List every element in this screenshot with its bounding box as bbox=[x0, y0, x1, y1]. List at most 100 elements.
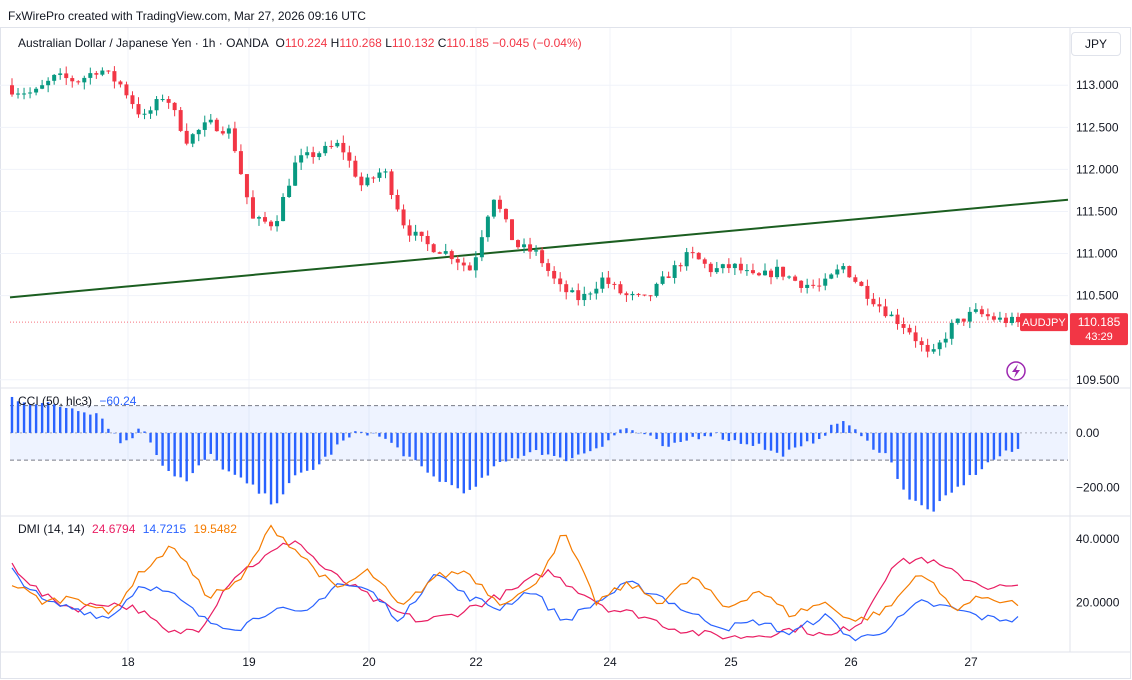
candle-body bbox=[943, 338, 948, 343]
cci-bar bbox=[432, 432, 435, 477]
candle-body bbox=[407, 225, 412, 236]
cci-bar bbox=[751, 432, 755, 446]
cci-bar bbox=[565, 432, 568, 462]
candle-body bbox=[52, 74, 57, 81]
candle-body bbox=[178, 110, 183, 131]
cci-bar bbox=[462, 432, 465, 494]
candle-body bbox=[88, 73, 93, 78]
candle-body bbox=[642, 294, 647, 296]
candle-body bbox=[726, 264, 731, 269]
cci-bar bbox=[498, 432, 502, 462]
cci-bar bbox=[336, 432, 339, 445]
cci-bar bbox=[426, 432, 429, 473]
candle-body bbox=[744, 270, 749, 272]
dmi-minus-value: 14.7215 bbox=[142, 522, 187, 536]
cci-bar bbox=[281, 432, 285, 495]
cci-bar bbox=[691, 432, 694, 437]
candle-body bbox=[287, 185, 292, 197]
cci-bar bbox=[703, 432, 706, 437]
candle-body bbox=[967, 311, 972, 322]
cci-tick-label: 0.00 bbox=[1076, 426, 1100, 440]
cci-bar bbox=[745, 432, 749, 445]
candle-body bbox=[558, 278, 563, 285]
cci-bar bbox=[131, 432, 134, 439]
cci-bar bbox=[245, 432, 249, 484]
candle-body bbox=[263, 217, 268, 222]
cci-bar bbox=[384, 432, 387, 439]
cci-bar bbox=[378, 432, 381, 437]
price-tick-label: 109.500 bbox=[1076, 373, 1120, 387]
trend-layer bbox=[9, 198, 1069, 323]
price-tag: AUDJPY 110.185 43:29 bbox=[1020, 313, 1128, 346]
price-axis[interactable]: 113.000 112.500 112.000 111.500 111.000 110.5… bbox=[1076, 78, 1120, 609]
cci-bar bbox=[715, 432, 719, 433]
candle-body bbox=[142, 113, 147, 115]
candle-body bbox=[919, 341, 924, 345]
candle-body bbox=[377, 172, 382, 178]
candle-body bbox=[678, 265, 683, 267]
candle-body bbox=[534, 250, 539, 252]
candle-body bbox=[437, 252, 442, 254]
candle-body bbox=[702, 259, 707, 264]
candle-body bbox=[359, 176, 364, 186]
candle-body bbox=[347, 152, 352, 161]
time-tick-label: 24 bbox=[603, 655, 617, 669]
candle-body bbox=[817, 285, 822, 287]
price-tick-label: 110.500 bbox=[1076, 289, 1119, 303]
time-axis[interactable]: 18 19 20 22 24 25 26 27 bbox=[121, 655, 978, 669]
cci-bar bbox=[22, 402, 26, 433]
candle-body bbox=[630, 293, 635, 296]
candles bbox=[10, 66, 1020, 358]
candle-body bbox=[973, 309, 978, 312]
candle-body bbox=[70, 78, 75, 82]
lightning-icon[interactable] bbox=[1006, 361, 1026, 381]
cci-bar bbox=[149, 432, 152, 443]
cci-bar bbox=[143, 431, 146, 433]
candle-body bbox=[389, 171, 394, 196]
cci-bar bbox=[583, 432, 586, 454]
cci-bar bbox=[444, 432, 447, 483]
candle-body bbox=[931, 349, 936, 352]
candle-body bbox=[612, 283, 617, 285]
candle-body bbox=[461, 262, 466, 266]
dmi-plus-value: 24.6794 bbox=[92, 522, 136, 536]
cci-bar bbox=[534, 432, 538, 451]
cci-bar bbox=[209, 432, 212, 454]
cci-bar bbox=[504, 432, 508, 462]
cci-bar bbox=[613, 432, 616, 436]
cci-bar bbox=[107, 428, 110, 433]
candle-body bbox=[136, 104, 141, 115]
candle-body bbox=[648, 295, 653, 297]
cci-bar bbox=[480, 432, 484, 478]
cci-bar bbox=[420, 432, 423, 467]
cci-bar bbox=[119, 432, 122, 444]
cci-bar bbox=[733, 432, 737, 441]
cci-bar bbox=[366, 432, 369, 436]
candle-body bbox=[160, 99, 165, 101]
candle-body bbox=[281, 196, 286, 222]
candle-body bbox=[244, 174, 249, 198]
cci-legend: CCI (50, hlc3) −60.24 bbox=[18, 394, 136, 408]
candle-body bbox=[82, 77, 87, 83]
candle-body bbox=[594, 288, 599, 294]
close-label: C bbox=[437, 36, 447, 50]
currency-button[interactable]: JPY bbox=[1071, 32, 1121, 56]
candle-body bbox=[28, 92, 33, 94]
candle-body bbox=[166, 99, 171, 103]
candle-body bbox=[311, 152, 316, 158]
candle-body bbox=[425, 235, 430, 245]
cci-bar bbox=[10, 396, 14, 433]
candle-body bbox=[750, 270, 755, 274]
low-label: L bbox=[385, 36, 392, 50]
candle-body bbox=[1016, 316, 1020, 323]
price-tick-label: 113.000 bbox=[1076, 78, 1119, 92]
cci-bar bbox=[655, 432, 658, 440]
cci-bar bbox=[89, 414, 92, 433]
cci-bar bbox=[203, 432, 206, 460]
cci-bar bbox=[402, 432, 405, 457]
candle-body bbox=[781, 266, 786, 277]
candle-body bbox=[256, 217, 261, 219]
candle-body bbox=[419, 231, 424, 236]
candle-body bbox=[299, 155, 304, 163]
